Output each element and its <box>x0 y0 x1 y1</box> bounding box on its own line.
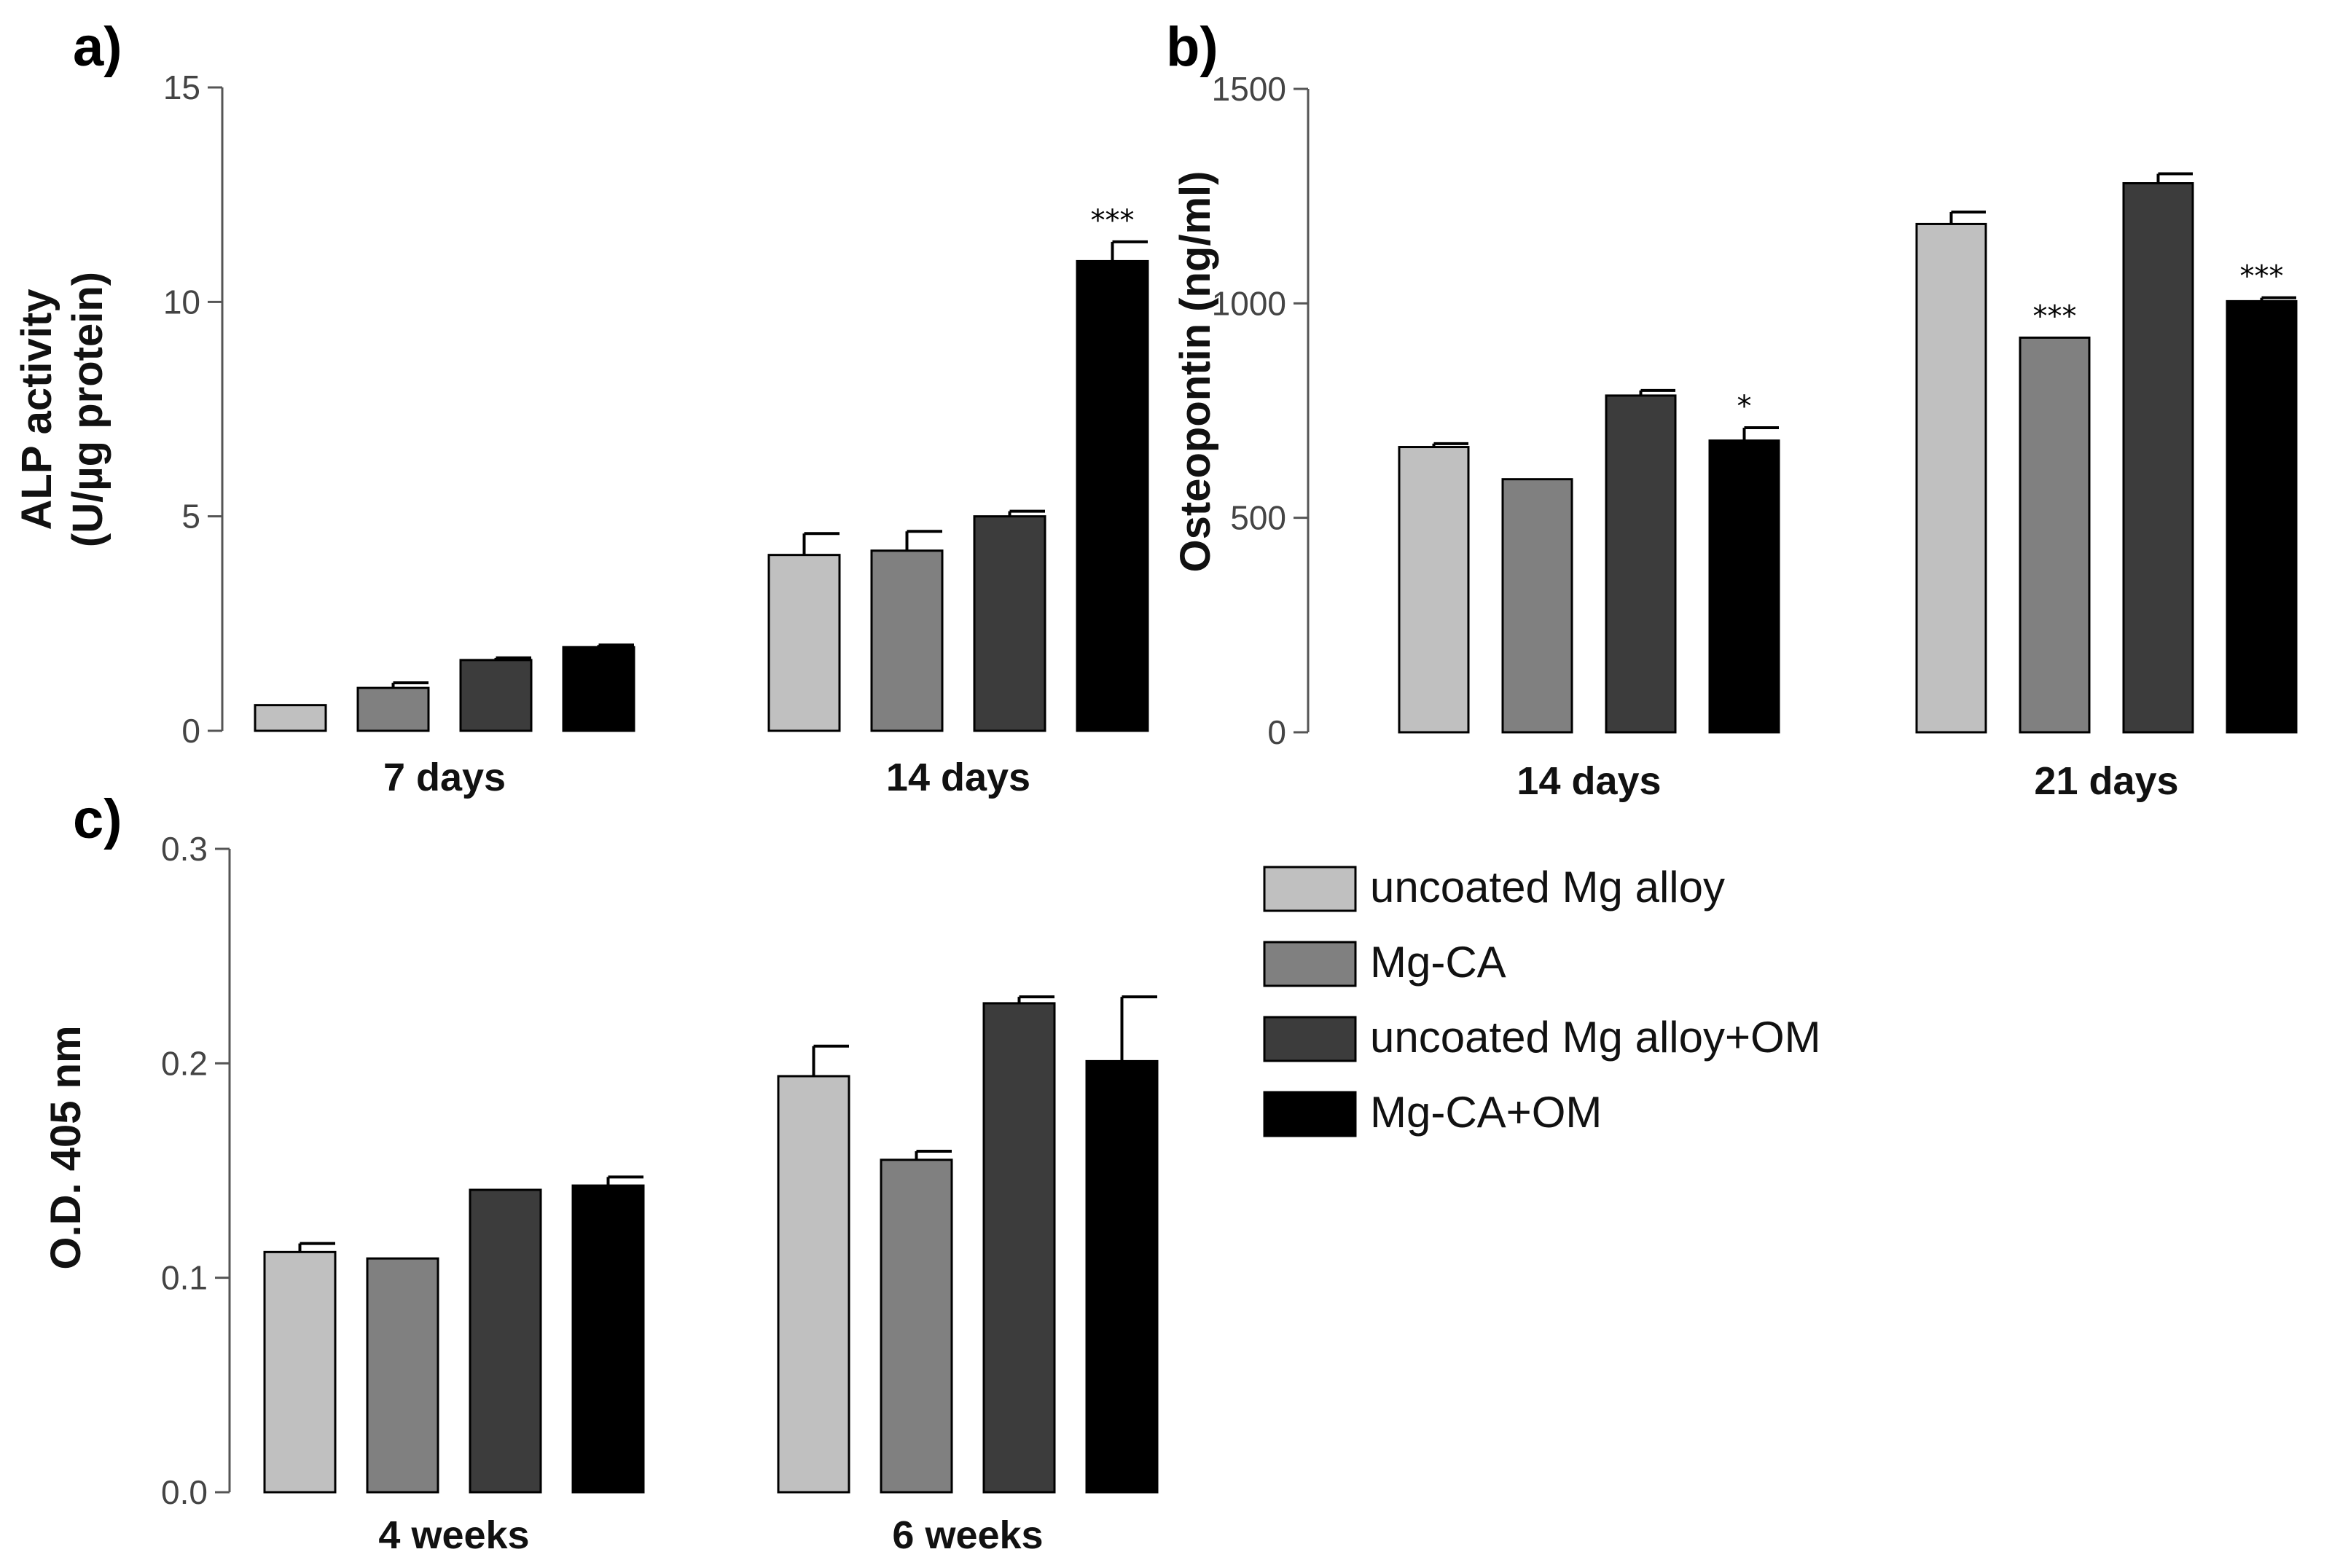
y-tick-label: 0 <box>181 712 200 750</box>
legend-label: Mg-CA+OM <box>1370 1088 1602 1137</box>
significance-marker: *** <box>2240 260 2284 294</box>
bar <box>1915 222 1987 734</box>
bar <box>571 1184 645 1494</box>
bar <box>973 515 1046 732</box>
category-label: 14 days <box>886 756 1030 799</box>
legend-swatch <box>1263 1016 1357 1062</box>
significance-marker: *** <box>2033 299 2077 333</box>
bar <box>366 1257 439 1494</box>
bar <box>1076 259 1149 732</box>
category-label: 21 days <box>2034 759 2178 803</box>
bar <box>880 1159 953 1494</box>
chart-panel-c: c) 0.0 0.1 0.2 0.3 O.D. 405 nm 4 weeks 6 weeks <box>42 788 1159 1557</box>
y-tick-label: 0.0 <box>161 1473 208 1511</box>
y-tick-label: 0.1 <box>161 1259 208 1297</box>
panel-label: b) <box>1166 16 1218 78</box>
y-axis-title: ALP activity <box>13 289 60 530</box>
legend: uncoated Mg alloy Mg-CA uncoated Mg alloy+… <box>1263 863 1821 1137</box>
bar <box>1501 478 1573 734</box>
category-label: 7 days <box>383 756 506 799</box>
category-label: 4 weeks <box>378 1513 529 1557</box>
y-axis-title: O.D. 405 nm <box>42 1025 90 1269</box>
bar <box>2226 299 2298 734</box>
bar <box>1085 1059 1159 1494</box>
bar <box>982 1002 1056 1494</box>
legend-swatch <box>1263 1091 1357 1137</box>
bar <box>469 1188 542 1494</box>
bar <box>562 646 635 732</box>
bar <box>263 1250 337 1494</box>
bar <box>767 554 841 732</box>
bar <box>777 1075 850 1494</box>
y-tick-label: 0.2 <box>161 1044 208 1082</box>
category-label: 6 weeks <box>892 1513 1043 1557</box>
legend-swatch <box>1263 941 1357 987</box>
bar <box>2122 182 2194 734</box>
legend-label: uncoated Mg alloy <box>1370 863 1725 912</box>
y-axis-title: Osteopontin (ng/ml) <box>1172 171 1219 573</box>
significance-marker: *** <box>1091 204 1135 238</box>
chart-panel-b: b) 0 500 1000 1500 Osteopontin (ng/ml) * 14 day… <box>1166 16 2298 803</box>
bar <box>459 659 533 732</box>
y-tick-label: 15 <box>163 68 200 106</box>
bar <box>356 686 430 732</box>
bar <box>1398 446 1470 734</box>
significance-marker: * <box>1737 390 1752 423</box>
y-tick-label: 0.3 <box>161 830 208 868</box>
y-axis-title: (U/µg protein) <box>64 272 111 547</box>
y-tick-label: 0 <box>1267 713 1286 751</box>
legend-label: Mg-CA <box>1370 938 1506 987</box>
panel-label: a) <box>73 16 122 78</box>
y-tick-label: 1500 <box>1212 70 1286 108</box>
panel-label: c) <box>73 788 122 850</box>
bar <box>1605 394 1677 734</box>
y-tick-label: 1000 <box>1212 284 1286 322</box>
chart-panel-a: a) 0 5 10 15 ALP activity (U/µg protein) 7 days… <box>13 16 1149 799</box>
legend-swatch <box>1263 866 1357 912</box>
bar <box>254 704 327 732</box>
legend-label: uncoated Mg alloy+OM <box>1370 1013 1821 1062</box>
bar <box>870 549 944 732</box>
bar <box>1708 439 1780 734</box>
y-tick-label: 10 <box>163 283 200 321</box>
category-label: 14 days <box>1517 759 1661 803</box>
y-tick-label: 500 <box>1230 499 1286 537</box>
bar <box>2019 336 2091 734</box>
y-tick-label: 5 <box>181 498 200 536</box>
